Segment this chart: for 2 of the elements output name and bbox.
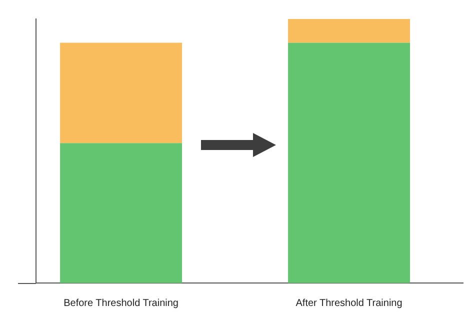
x-tick-label: Before Threshold Training [64,298,178,309]
x-tick-label: After Threshold Training [296,298,402,309]
